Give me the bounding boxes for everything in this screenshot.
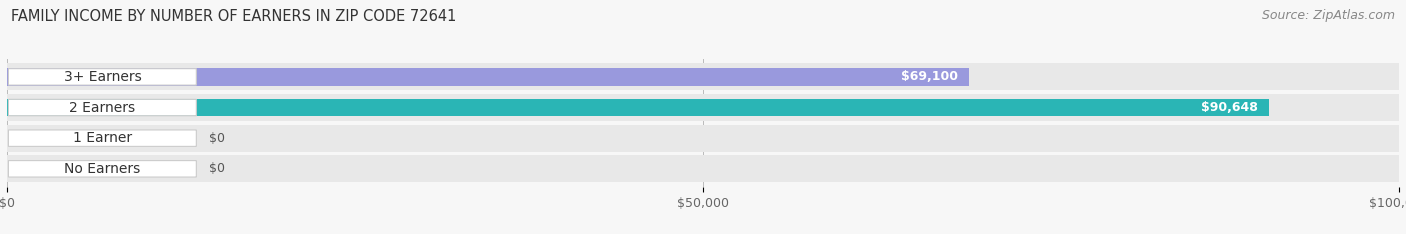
Text: $69,100: $69,100 xyxy=(901,70,957,83)
Text: 2 Earners: 2 Earners xyxy=(69,101,135,114)
Text: $90,648: $90,648 xyxy=(1201,101,1257,114)
Text: $0: $0 xyxy=(209,162,225,175)
Text: $0: $0 xyxy=(209,132,225,145)
FancyBboxPatch shape xyxy=(8,99,197,116)
Text: 3+ Earners: 3+ Earners xyxy=(63,70,141,84)
Bar xyxy=(7,125,1399,152)
FancyBboxPatch shape xyxy=(8,69,197,85)
FancyBboxPatch shape xyxy=(8,130,197,146)
Bar xyxy=(7,63,1399,90)
FancyBboxPatch shape xyxy=(8,161,197,177)
Text: Source: ZipAtlas.com: Source: ZipAtlas.com xyxy=(1261,9,1395,22)
Text: FAMILY INCOME BY NUMBER OF EARNERS IN ZIP CODE 72641: FAMILY INCOME BY NUMBER OF EARNERS IN ZI… xyxy=(11,9,457,24)
Text: No Earners: No Earners xyxy=(65,162,141,176)
Bar xyxy=(7,68,969,86)
Bar xyxy=(7,155,1399,182)
Bar xyxy=(7,94,1399,121)
Bar xyxy=(7,99,1268,116)
Text: 1 Earner: 1 Earner xyxy=(73,131,132,145)
